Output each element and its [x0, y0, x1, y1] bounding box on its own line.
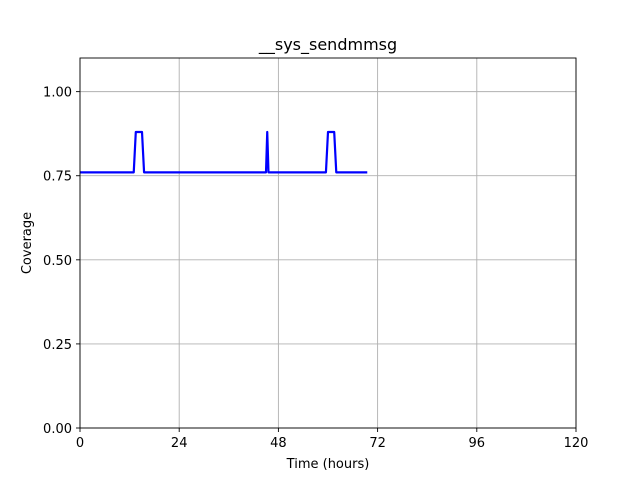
y-tick-label: 0.75 [43, 170, 72, 185]
x-tick-label: 72 [369, 436, 386, 451]
y-axis-label: Coverage [20, 212, 35, 274]
series-layer [80, 130, 368, 174]
y-tick-label: 0.00 [43, 422, 72, 437]
x-tick-label: 120 [564, 436, 589, 451]
grid-layer [79, 58, 577, 429]
y-tick-label: 1.00 [43, 86, 72, 101]
series-line [80, 130, 368, 174]
y-tick-label: 0.50 [43, 254, 72, 269]
x-axis-label: Time (hours) [286, 457, 370, 472]
x-tick-label: 0 [76, 436, 84, 451]
x-tick-label: 96 [469, 436, 486, 451]
tick-layer: 0 24 48 72 96 120 0.00 0.25 0.50 0.75 1.00 [43, 86, 588, 451]
chart-title: __sys_sendmmsg [258, 35, 397, 55]
x-tick-label: 48 [270, 436, 287, 451]
plot-frame [79, 57, 577, 429]
y-tick-label: 0.25 [43, 338, 72, 353]
x-tick-label: 24 [171, 436, 188, 451]
